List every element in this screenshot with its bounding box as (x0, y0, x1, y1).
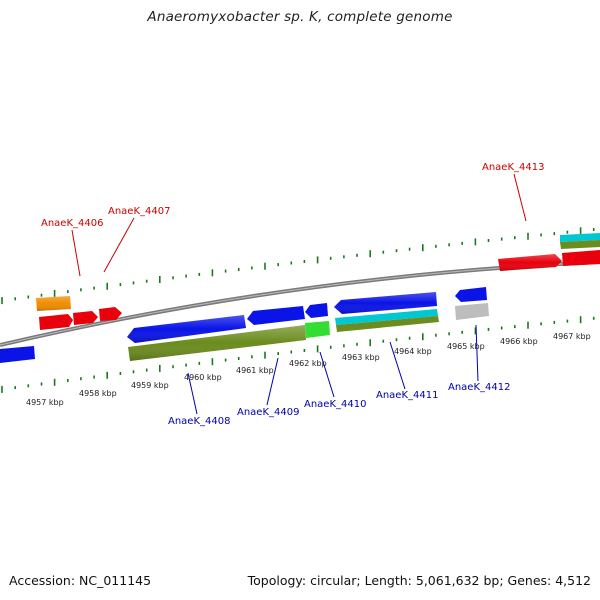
gene-gray-1[interactable] (455, 303, 489, 320)
gene-blue-3[interactable] (305, 303, 328, 318)
gene-green-1[interactable] (305, 321, 330, 338)
accession-label: Accession: NC_011145 (9, 573, 152, 588)
genome-title: Anaeromyxobacter sp. K, complete genome (147, 9, 453, 25)
upper-tick-row (1, 227, 595, 305)
label-AnaeK_4413[interactable]: AnaeK_4413 (482, 162, 544, 173)
tick-label-4958: 4958 kbp (79, 389, 117, 398)
gene-olive-1[interactable] (560, 240, 600, 249)
leader-AnaeK_4412 (475, 324, 479, 382)
gene-red-1[interactable] (39, 314, 73, 330)
tick-label-4966: 4966 kbp (500, 337, 538, 346)
tick-label-4967: 4967 kbp (553, 332, 591, 341)
tick-label-4963: 4963 kbp (342, 353, 380, 362)
tick-label-4959: 4959 kbp (131, 381, 169, 390)
label-AnaeK_4407[interactable]: AnaeK_4407 (108, 206, 170, 217)
leader-AnaeK_4410 (319, 351, 335, 398)
gene-orange-1[interactable] (36, 296, 71, 311)
leader-AnaeK_4413 (513, 173, 527, 222)
gene-blue-2[interactable] (247, 306, 305, 325)
tick-label-4960: 4960 kbp (184, 373, 222, 382)
gene-cyan-1[interactable] (560, 233, 600, 242)
gene-red-5[interactable] (562, 250, 600, 266)
label-AnaeK_4410[interactable]: AnaeK_4410 (304, 399, 366, 410)
leader-AnaeK_4407 (103, 217, 135, 273)
gene-olive-3[interactable] (336, 316, 439, 332)
tick-label-4962: 4962 kbp (289, 359, 327, 368)
leader-AnaeK_4409 (266, 357, 279, 406)
label-AnaeK_4408[interactable]: AnaeK_4408 (168, 416, 230, 427)
tick-label-4961: 4961 kbp (236, 366, 274, 375)
gene-red-3[interactable] (99, 307, 122, 321)
gene-blue-0[interactable] (0, 346, 35, 363)
label-AnaeK_4412[interactable]: AnaeK_4412 (448, 382, 510, 393)
gene-blue-5[interactable] (455, 287, 487, 302)
label-AnaeK_4409[interactable]: AnaeK_4409 (237, 407, 299, 418)
label-AnaeK_4406[interactable]: AnaeK_4406 (41, 218, 103, 229)
genome-summary: Topology: circular; Length: 5,061,632 bp… (247, 573, 591, 588)
leader-AnaeK_4411 (389, 341, 406, 390)
label-AnaeK_4411[interactable]: AnaeK_4411 (376, 390, 438, 401)
gene-red-2[interactable] (73, 311, 98, 325)
leader-AnaeK_4406 (71, 229, 81, 277)
tick-label-4965: 4965 kbp (447, 342, 485, 351)
leader-AnaeK_4408 (187, 372, 198, 415)
tick-label-4957: 4957 kbp (26, 398, 64, 407)
gene-red-4[interactable] (498, 254, 562, 271)
tick-label-4964: 4964 kbp (394, 347, 432, 356)
